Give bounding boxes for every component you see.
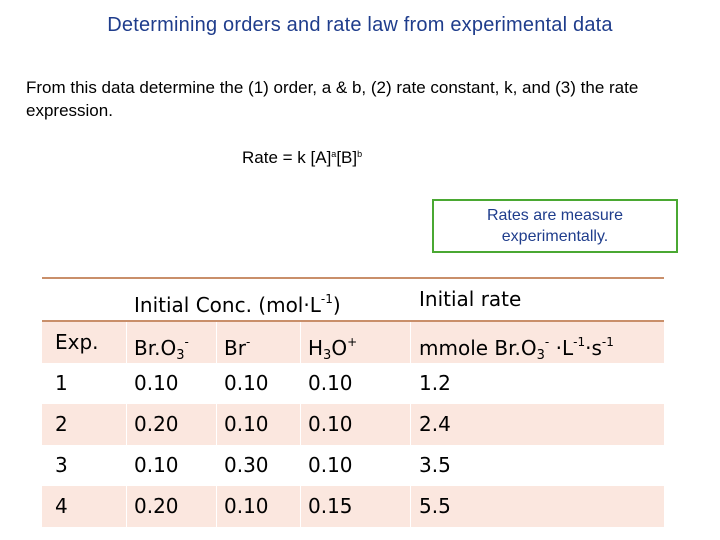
cell-exp: 2 (55, 412, 68, 436)
col-divider (216, 486, 217, 527)
col-divider (126, 404, 127, 445)
cell-h3o: 0.10 (308, 371, 353, 395)
col-rate-base: mmole Br.O (419, 336, 537, 360)
table-header-rule (42, 320, 664, 322)
col-h3o-sub: 3 (323, 348, 332, 363)
col-br: Br- (224, 322, 250, 363)
col-bro3: Br.O3- (134, 322, 189, 363)
col-divider (300, 404, 301, 445)
cell-h3o: 0.10 (308, 412, 353, 436)
col-bro3-sup: - (184, 335, 189, 349)
table-top-rule (42, 277, 664, 279)
rate-eq-exp-b: b (357, 149, 363, 159)
col-divider (126, 486, 127, 527)
col-rate-mid: ·L (549, 336, 574, 360)
cell-br: 0.10 (224, 412, 269, 436)
col-h3o: H3O+ (308, 322, 357, 363)
col-h3o-o: O (331, 336, 348, 360)
cell-bro3: 0.10 (134, 453, 179, 477)
col-rate-sup3: -1 (601, 335, 614, 349)
col-divider (410, 322, 411, 363)
table-row: 2 0.20 0.10 0.10 2.4 (42, 404, 664, 445)
cell-h3o: 0.15 (308, 494, 353, 518)
cell-bro3: 0.20 (134, 494, 179, 518)
col-h3o-sup: + (347, 335, 358, 349)
cell-rate: 1.2 (419, 371, 451, 395)
table-row: 3 0.10 0.30 0.10 3.5 (42, 445, 664, 486)
page-title: Determining orders and rate law from exp… (107, 14, 613, 36)
cell-exp: 1 (55, 371, 68, 395)
col-bro3-sub: 3 (176, 348, 185, 363)
col-h3o-h: H (308, 336, 324, 360)
col-divider (300, 486, 301, 527)
col-rate-sup2: -1 (573, 335, 586, 349)
col-divider (216, 322, 217, 363)
cell-bro3: 0.10 (134, 371, 179, 395)
col-rate-sub: 3 (536, 348, 545, 363)
note-box: Rates are measure experimentally. (432, 199, 678, 253)
table-group-header: Initial Conc. (mol·L-1) Initial rate (42, 279, 664, 320)
conc-header-close: ) (332, 293, 341, 317)
table-row: 1 0.10 0.10 0.10 1.2 (42, 363, 664, 404)
cell-exp: 4 (55, 494, 68, 518)
cell-br: 0.10 (224, 371, 269, 395)
cell-br: 0.10 (224, 494, 269, 518)
rate-equation: Rate = k [A]a[B]b (242, 148, 362, 168)
rate-group-header: Initial rate (419, 287, 522, 311)
col-divider (410, 486, 411, 527)
col-br-sup: - (245, 335, 251, 349)
col-divider (300, 322, 301, 363)
col-divider (410, 404, 411, 445)
col-br-base: Br (224, 336, 246, 360)
cell-rate: 5.5 (419, 494, 451, 518)
table-column-header: Exp. Br.O3- Br- H3O+ mmole Br.O3- ·L-1·s… (42, 322, 664, 363)
col-rate: mmole Br.O3- ·L-1·s-1 (419, 322, 614, 363)
col-rate-sup1: - (544, 335, 550, 349)
cell-bro3: 0.20 (134, 412, 179, 436)
table-row: 4 0.20 0.10 0.15 5.5 (42, 486, 664, 527)
cell-h3o: 0.10 (308, 453, 353, 477)
intro-text: From this data determine the (1) order, … (26, 78, 639, 120)
cell-rate: 3.5 (419, 453, 451, 477)
rate-eq-prefix: Rate = k [A] (242, 148, 332, 167)
cell-exp: 3 (55, 453, 68, 477)
conc-group-header: Initial Conc. (mol·L-1) (134, 279, 341, 320)
col-divider (216, 404, 217, 445)
rate-eq-exp-a: a (331, 149, 337, 159)
cell-rate: 2.4 (419, 412, 451, 436)
col-bro3-base: Br.O (134, 336, 177, 360)
conc-header-sup: -1 (320, 292, 333, 306)
conc-header-text: Initial Conc. (mol·L (134, 293, 321, 317)
cell-br: 0.30 (224, 453, 269, 477)
rate-eq-mid: [B] (336, 148, 358, 167)
col-exp: Exp. (55, 330, 99, 354)
col-divider (126, 322, 127, 363)
col-rate-s: ·s (585, 336, 602, 360)
